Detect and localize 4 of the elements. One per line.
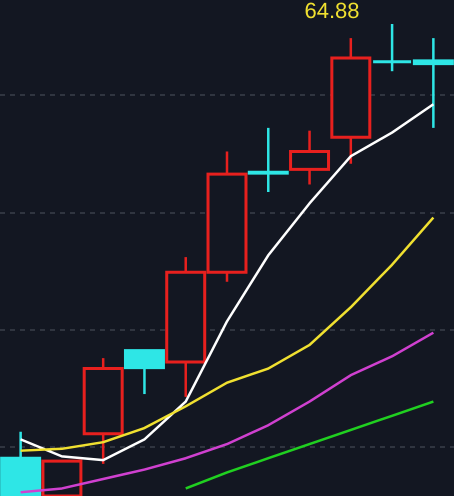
text: 64.88 — [304, 0, 360, 23]
candlestick — [372, 22, 413, 72]
candlestick — [412, 36, 454, 130]
candlestick — [248, 126, 289, 194]
